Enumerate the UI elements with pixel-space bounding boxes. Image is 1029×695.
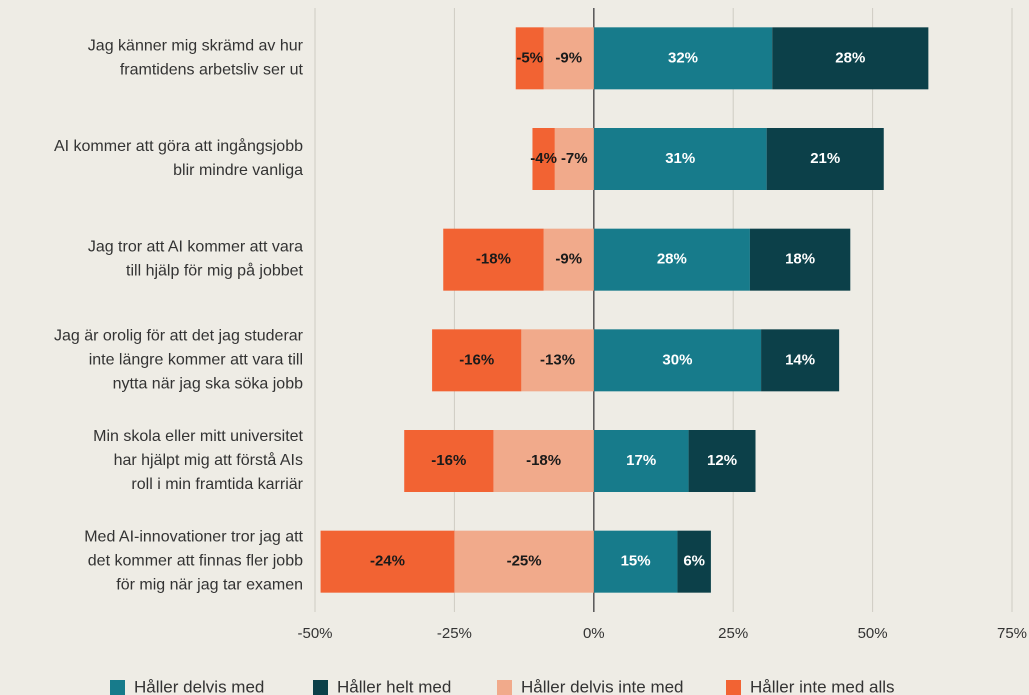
category-label-line: Med AI-innovationer tror jag att [84,529,303,546]
value-label: 14% [785,351,815,368]
bar-segment [404,430,494,492]
bar-segment [772,27,929,90]
category-label: AI kommer att göra att ingångsjobb blir m… [54,137,303,179]
bar-segment [593,530,678,593]
value-label: 28% [835,49,865,66]
category-label-line: Min skola eller mitt universitet [93,428,303,445]
bar-segment [766,128,884,190]
bar-segment [320,530,455,593]
value-label: -9% [555,49,582,66]
value-label: -16% [431,452,466,469]
bar-segment [493,430,594,492]
x-tick-label: 25% [718,625,748,642]
value-label: 6% [683,553,705,570]
category-label-line: till hjälp för mig på jobbet [126,262,304,280]
bar-segment [532,128,555,190]
category-label-line: nytta när jag ska söka jobb [113,376,303,393]
value-label: -18% [526,452,561,469]
value-label: -18% [476,251,511,268]
value-label: -16% [459,351,494,368]
category-label-line: Jag tror att AI kommer att vara [88,239,303,256]
bar-segment [432,329,522,392]
category-label-line: Jag är orolig för att det jag studerar [54,328,304,345]
category-label-line: för mig när jag tar examen [116,577,303,594]
value-label: 21% [810,150,840,167]
value-label: 15% [621,553,651,570]
category-label-line: framtidens arbetsliv ser ut [120,62,304,79]
bar-segment [543,228,594,291]
bar-segment [515,27,544,90]
bar-segment [677,530,711,593]
x-tick-label: 0% [583,625,605,642]
value-label: -13% [540,351,575,368]
x-tick-label: -50% [297,625,332,642]
bar-segment [443,228,544,291]
category-label-line: roll i min framtida karriär [131,476,303,493]
legend-swatch [110,680,125,695]
value-label: 17% [626,452,656,469]
category-label: Med AI-innovationer tror jag att det komm… [84,529,303,594]
category-label: Min skola eller mitt universitet har hjäl… [93,428,304,493]
value-label: -9% [555,251,582,268]
bar-segment [688,430,756,492]
x-tick-label: 50% [858,625,888,642]
value-label: 18% [785,251,815,268]
legend-label: Håller delvis inte med [521,677,684,695]
legend-swatch [497,680,512,695]
category-label: Jag är orolig för att det jag studerar in… [54,328,304,393]
category-label-line: Jag känner mig skrämd av hur [88,38,304,55]
bar-segment [554,128,594,190]
bar-segment [593,329,762,392]
bar-segment [749,228,851,291]
x-tick-label: 75% [997,625,1027,642]
value-label: 32% [668,49,698,66]
value-label: 30% [662,351,692,368]
category-label-line: det kommer att finnas fler jobb [88,553,303,570]
x-tick-label: -25% [437,625,472,642]
category-label-line: blir mindre vanliga [173,162,303,179]
bar-segment [454,530,594,593]
legend-swatch [726,680,741,695]
bar-segment [593,27,773,90]
value-label: 28% [657,251,687,268]
category-label: Jag känner mig skrämd av hur framtidens a… [88,38,304,79]
bar-segment [593,228,750,291]
legend-swatch [313,680,328,695]
legend-label: Håller inte med alls [750,677,895,695]
legend-label: Håller delvis med [134,677,264,695]
category-label-line: har hjälpt mig att förstå AIs [114,451,303,469]
value-label: 31% [665,150,695,167]
value-label: 12% [707,452,737,469]
value-label: -4% [530,150,557,167]
category-label: Jag tror att AI kommer att vara till hjäl… [88,239,304,280]
bar-segment [543,27,594,90]
value-label: -5% [516,49,543,66]
value-label: -25% [507,553,542,570]
value-label: -7% [561,150,588,167]
bar-segment [521,329,594,392]
value-label: -24% [370,553,405,570]
bar-segment [593,430,689,492]
legend-label: Håller helt med [337,677,451,695]
bar-segment [593,128,767,190]
category-label-line: inte längre kommer att vara till [89,352,303,369]
bar-segment [761,329,840,392]
category-label-line: AI kommer att göra att ingångsjobb [54,137,303,155]
